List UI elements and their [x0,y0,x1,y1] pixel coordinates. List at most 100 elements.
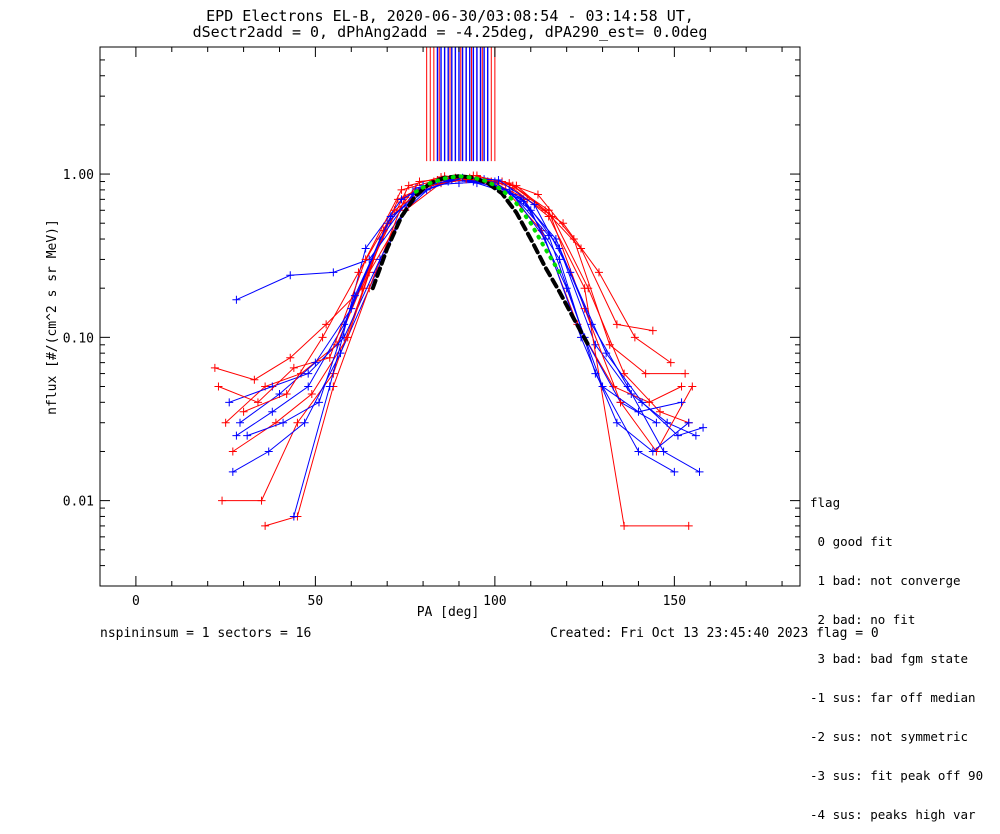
data-point-red [218,496,227,505]
data-point-blue [279,418,288,427]
series-line-blue [236,178,697,437]
data-point-red [415,177,424,186]
data-point-red [533,190,542,199]
series-line-blue [232,178,700,473]
data-point-red [282,389,291,398]
data-point-blue [634,447,643,456]
data-point-blue [684,418,693,427]
legend-title: flag [810,495,841,510]
data-point-red [666,358,675,367]
data-point-red [605,340,614,349]
data-point-red [612,320,621,329]
data-point-blue [386,212,395,221]
data-point-blue [691,431,700,440]
data-point-red [210,363,219,372]
data-point-red [594,268,603,277]
data-point-red [688,382,697,391]
flag-legend: flag 0 good fit 1 bad: not converge 2 ba… [810,470,983,834]
data-point-blue [673,431,682,440]
data-point-blue [300,418,309,427]
legend-item: -1 sus: far off median [810,690,976,705]
data-point-blue [225,398,234,407]
data-point-red [293,418,302,427]
data-point-red [318,333,327,342]
data-point-red [250,375,259,384]
data-point-blue [699,423,708,432]
legend-item: 1 bad: not converge [810,573,961,588]
data-point-red [286,353,295,362]
series-line-red [214,177,682,403]
axes-group: 0 50 100 150 0.01 0.10 1.00 [63,46,800,609]
vertical-lines-group [426,47,496,162]
data-point-blue [228,467,237,476]
data-point-blue [638,398,647,407]
data-point-red [228,447,237,456]
data-point-red [253,398,262,407]
data-point-blue [555,255,564,264]
data-point-blue [551,235,560,244]
data-point-blue [325,382,334,391]
data-point-blue [264,447,273,456]
legend-item: 0 good fit [810,534,893,549]
y-tick-label: 0.10 [63,331,94,346]
data-point-blue [236,418,244,427]
data-point-blue [648,447,657,456]
data-point-red [684,521,693,530]
data-point-blue [361,244,370,253]
series-line-red [225,175,689,424]
legend-item: -4 sus: peaks high var [810,807,976,822]
data-point-red [580,284,589,293]
series-group [210,171,708,530]
data-point-red [325,353,334,362]
data-point-red [648,326,657,335]
data-point-red [630,333,639,342]
chart-title-line2: dSectr2add = 0, dPhAng2add = -4.25deg, d… [192,23,708,41]
data-point-blue [350,291,359,300]
data-point-blue [612,418,621,427]
data-point-blue [526,206,535,215]
data-point-red [257,496,266,505]
data-point-red [645,398,654,407]
data-point-blue [494,175,503,184]
data-point-red [498,177,507,186]
data-point-blue [311,358,320,367]
data-point-red [221,418,230,427]
data-point-red [261,521,270,530]
chart-title-line1: EPD Electrons EL-B, 2020-06-30/03:08:54 … [206,7,694,25]
x-tick-label: 0 [132,594,140,609]
x-tick-label: 50 [308,594,324,609]
data-point-red [569,235,578,244]
data-point-blue [314,398,323,407]
legend-item: -3 sus: fit peak off 90 [810,768,984,783]
data-point-red [289,363,298,372]
data-point-red [620,521,629,530]
data-point-blue [695,467,704,476]
data-point-blue [268,407,277,416]
plot-frame [99,46,801,587]
legend-item: -2 sus: not symmetric [810,729,969,744]
data-point-blue [232,295,241,304]
data-point-blue [670,467,679,476]
data-point-red [343,333,352,342]
data-point-red [322,320,331,329]
data-point-red [390,206,399,215]
x-axis-label: PA [deg] [417,605,480,620]
data-point-red [577,244,586,253]
y-axis-label: nflux [#/(cm^2 s sr MeV)] [45,219,60,415]
data-point-blue [544,231,553,240]
data-point-blue [304,369,313,378]
data-point-red [307,389,316,398]
data-point-blue [286,271,295,280]
data-point-blue [397,195,406,204]
series-line-red [218,174,653,403]
data-point-blue [602,349,611,358]
fit-curves-group [370,174,591,347]
data-point-blue [659,447,668,456]
fit-curve-fit_green [413,174,562,275]
data-point-blue [304,382,313,391]
chart-canvas: 0 50 100 150 0.01 0.10 1.00 PA [deg] nflux [#/… [45,46,801,620]
data-point-red [656,407,664,416]
footer-info-right: Created: Fri Oct 13 23:45:40 2023 flag =… [550,626,879,641]
data-point-blue [289,512,298,521]
data-point-red [677,382,686,391]
